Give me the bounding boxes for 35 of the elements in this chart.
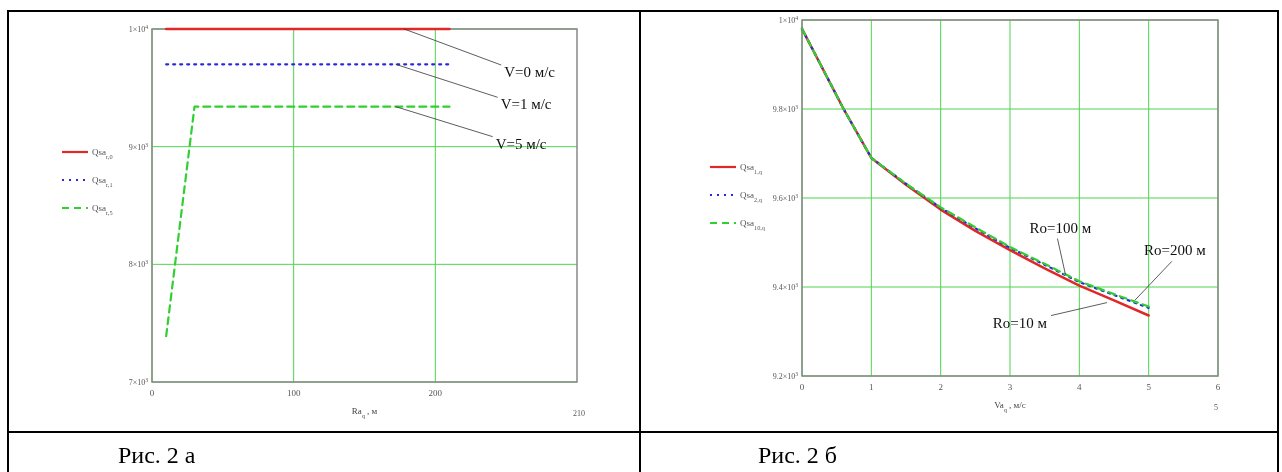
y-tick-label: 9×10$^{3}$ <box>128 141 149 152</box>
x-tick-label: 200 <box>428 388 443 398</box>
y-tick-label: 9.8×10$^{3}$ <box>772 104 799 114</box>
annotation: Ro=10 м <box>992 314 1048 331</box>
text: 5 <box>1214 403 1218 412</box>
text: Рис. 2 а <box>118 442 196 468</box>
y-tick-label: 8×10$^{3}$ <box>128 259 149 270</box>
legend-label: Qsa$_{r,1}$ <box>92 175 113 188</box>
legend-label: Qsa$_{10,q}$ <box>740 218 766 231</box>
annotation: V=1 м/с <box>500 96 552 113</box>
x-tick-label: 3 <box>1007 382 1013 392</box>
legend-label: Qsa$_{1,q}$ <box>740 162 763 175</box>
x-tick-label: 4 <box>1077 382 1083 392</box>
x-tick-label: 2 <box>938 382 943 392</box>
y-tick-label: 1×10$^{4}$ <box>128 24 149 34</box>
x-tick-label: 5 <box>1146 382 1152 392</box>
legend-label: Qsa$_{2,q}$ <box>740 190 763 203</box>
x-axis-title: Va$_{q}$ , м/с <box>994 400 1026 413</box>
y-tick-label: 9.6×10$^{3}$ <box>772 193 799 203</box>
x-tick-label: 6 <box>1215 382 1221 392</box>
x-tick-label: 0 <box>149 388 155 398</box>
x-tick-label: 100 <box>286 388 301 398</box>
annotation: Ro=100 м <box>1029 219 1092 236</box>
y-tick-label: 9.2×10$^{3}$ <box>772 371 799 381</box>
x-tick-label: 0 <box>799 382 805 392</box>
text: Рис. 2 б <box>758 442 838 468</box>
legend-label: Qsa$_{r,5}$ <box>92 203 113 216</box>
y-tick-label: 7×10$^{3}$ <box>128 377 149 387</box>
text: 210 <box>573 409 585 418</box>
legend-label: Qsa$_{r,0}$ <box>92 147 113 160</box>
annotation: V=0 м/с <box>504 64 556 80</box>
y-tick-label: 9.4×10$^{3}$ <box>772 282 799 292</box>
y-tick-label: 1×10$^{4}$ <box>778 15 799 25</box>
x-axis-title: Ra$_{q}$ , м <box>351 406 378 419</box>
x-tick-label: 1 <box>869 382 874 392</box>
